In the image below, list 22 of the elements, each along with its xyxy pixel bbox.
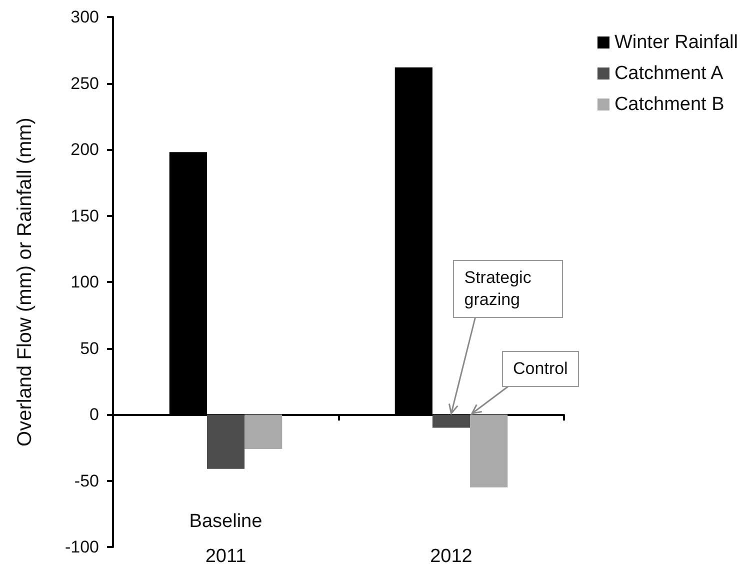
y-tick-label: -50: [74, 471, 99, 490]
legend-label: Catchment B: [614, 94, 724, 115]
y-tick-label: 150: [70, 206, 99, 226]
y-tick-label: 250: [70, 74, 99, 93]
annotation: Strategic grazing: [453, 260, 564, 318]
y-tick-label: 200: [70, 140, 99, 159]
legend-label: Winter Rainfall: [614, 32, 738, 53]
y-tick-label: 50: [80, 338, 99, 358]
annotation: Control: [502, 350, 579, 386]
legend-label: Catchment A: [614, 63, 724, 84]
bar: [470, 414, 508, 488]
y-tick-label: 0: [90, 405, 99, 424]
y-axis-title: Overland Flow (mm) or Rainfall (mm): [14, 118, 36, 446]
bar: [206, 414, 245, 469]
annotation: Baseline: [189, 511, 262, 533]
y-tick-label: 100: [70, 272, 99, 292]
bar: [432, 414, 470, 428]
y-tick-label: -100: [64, 538, 99, 556]
x-tick-label: 2012: [430, 546, 472, 567]
y-tick-label: 300: [70, 8, 99, 26]
x-tick-label: 2011: [205, 546, 246, 567]
bar: [244, 414, 282, 449]
